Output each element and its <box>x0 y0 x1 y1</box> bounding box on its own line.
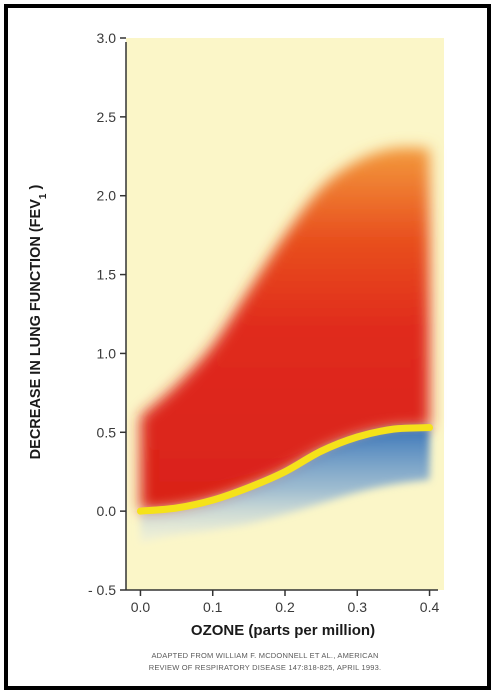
x-ticks: 0.0 0.1 0.2 0.3 0.4 <box>131 590 440 615</box>
y-tick-label: 2.5 <box>97 109 117 125</box>
y-tick-label: 3.0 <box>97 30 117 46</box>
y-tick-label: 0.0 <box>97 503 117 519</box>
y-tick-label: 1.0 <box>97 345 117 361</box>
data-layer <box>136 147 434 543</box>
upper-range-area <box>140 147 430 512</box>
x-tick-label: 0.4 <box>420 599 440 615</box>
y-tick-label: - 0.5 <box>88 582 116 598</box>
y-axis-title: DECREASE IN LUNG FUNCTION (FEV1 ) <box>28 185 49 460</box>
source-credit-line-1: ADAPTED FROM WILLIAM F. MCDONNELL ET AL.… <box>151 651 378 660</box>
x-tick-label: 0.3 <box>348 599 368 615</box>
source-credit-line-2: REVIEW OF RESPIRATORY DISEASE 147:818-82… <box>149 663 382 672</box>
x-axis-title: OZONE (parts per million) <box>191 622 375 639</box>
y-tick-label: 0.5 <box>97 424 117 440</box>
y-tick-label: 2.0 <box>97 188 117 204</box>
x-tick-label: 0.0 <box>131 599 151 615</box>
mean-response-line <box>136 424 434 515</box>
y-tick-label: 1.5 <box>97 267 117 283</box>
x-tick-label: 0.1 <box>203 599 223 615</box>
y-ticks: - 0.5 0.0 0.5 1.0 1.5 2.0 2.5 3.0 <box>88 30 126 598</box>
x-tick-label: 0.2 <box>275 599 295 615</box>
lower-range-area <box>140 427 430 543</box>
axes <box>125 42 438 591</box>
